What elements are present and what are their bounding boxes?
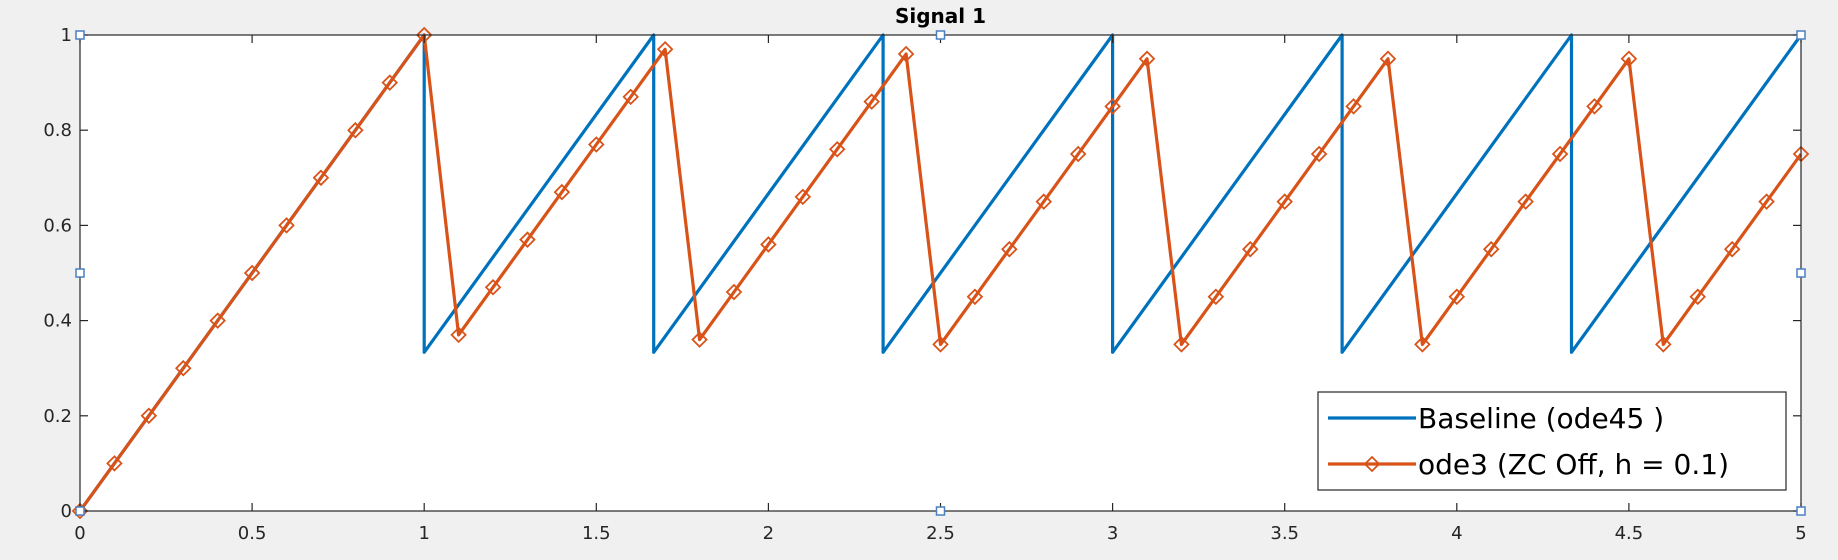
y-tick-label: 0.6: [43, 215, 72, 236]
y-tick-label: 0.8: [43, 120, 72, 141]
legend-label-ode3: ode3 (ZC Off, h = 0.1): [1418, 448, 1729, 481]
data-point-ode3: [1723, 240, 1741, 258]
data-point-ode3: [1551, 145, 1569, 163]
data-point-ode3: [1173, 336, 1190, 353]
data-point-ode3: [1069, 145, 1087, 163]
data-point-ode3: [484, 279, 502, 296]
x-tick-label: 3.5: [1270, 523, 1299, 544]
y-tick-label: 1: [61, 25, 72, 46]
data-point-ode3: [1242, 240, 1259, 258]
data-point-ode3: [519, 231, 536, 248]
data-point-ode3: [1138, 50, 1156, 68]
data-point-ode3: [691, 331, 708, 348]
x-tick-label: 2.5: [926, 523, 955, 544]
data-point-ode3: [278, 217, 295, 234]
data-point-ode3: [932, 336, 949, 353]
x-tick-label: 4: [1451, 523, 1462, 544]
y-tick-label: 0.2: [43, 406, 72, 427]
data-point-ode3: [347, 121, 364, 139]
data-point-ode3: [828, 140, 846, 158]
data-point-ode3: [1207, 288, 1225, 306]
data-point-ode3: [1689, 288, 1707, 306]
x-tick-label: 5: [1795, 523, 1806, 544]
selection-handle[interactable]: [75, 30, 85, 40]
data-point-ode3: [1001, 240, 1018, 258]
data-point-ode3: [1620, 50, 1638, 68]
series-line-baseline: [78, 33, 1803, 512]
data-point-ode3: [1379, 50, 1397, 68]
legend[interactable]: Baseline (ode45 ) ode3 (ZC Off, h = 0.1): [1317, 391, 1787, 491]
y-tick-label: 0: [61, 501, 72, 522]
x-tick-label: 1: [418, 523, 429, 544]
data-point-ode3: [174, 359, 192, 377]
data-point-ode3: [1655, 336, 1672, 353]
series-line-ode3: [78, 33, 1803, 512]
data-point-ode3: [553, 183, 571, 201]
data-point-ode3: [1448, 288, 1466, 306]
data-point-ode3: [897, 45, 915, 63]
selection-handle[interactable]: [75, 506, 85, 516]
data-point-ode3: [1758, 193, 1775, 210]
data-point-ode3: [1104, 98, 1121, 115]
data-point-ode3: [312, 169, 330, 187]
data-point-ode3: [1482, 240, 1500, 258]
series-layer: [71, 26, 1810, 520]
x-tick-label: 2: [763, 523, 774, 544]
data-point-ode3: [622, 88, 639, 106]
legend-box: [1317, 391, 1787, 491]
x-axis: 0 0.5 1 1.5 2 2.5 3 3.5 4 4.5 5: [74, 35, 1807, 544]
data-point-ode3: [1035, 193, 1053, 210]
data-point-ode3: [140, 407, 158, 425]
data-point-ode3: [106, 455, 123, 472]
x-tick-label: 1.5: [582, 523, 611, 544]
selection-handles[interactable]: [75, 30, 1806, 516]
selection-handle[interactable]: [935, 506, 946, 516]
selection-handle[interactable]: [1796, 30, 1806, 40]
x-tick-label: 3: [1107, 523, 1118, 544]
x-tick-label: 4.5: [1615, 523, 1644, 544]
x-tick-label: 0: [74, 523, 85, 544]
selection-handle[interactable]: [75, 268, 85, 278]
chart-title: Signal 1: [895, 4, 986, 28]
data-point-ode3: [656, 41, 674, 58]
data-point-ode3: [1414, 336, 1431, 353]
data-point-ode3: [450, 326, 467, 344]
data-point-ode3: [209, 312, 226, 329]
data-point-ode3: [243, 264, 261, 282]
legend-label-baseline: Baseline (ode45 ): [1418, 402, 1664, 435]
data-point-ode3: [794, 188, 812, 206]
y-axis: 0 0.2 0.4 0.6 0.8 1: [43, 25, 1801, 522]
data-point-ode3: [1517, 193, 1534, 210]
selection-handle[interactable]: [935, 30, 946, 40]
data-point-ode3: [1276, 193, 1293, 210]
data-point-ode3: [1310, 145, 1328, 163]
x-tick-label: 0.5: [238, 523, 267, 544]
selection-handle[interactable]: [1796, 506, 1806, 516]
data-point-ode3: [588, 136, 605, 153]
data-point-ode3: [863, 93, 880, 110]
data-point-ode3: [1586, 98, 1603, 115]
data-point-ode3: [760, 236, 777, 253]
y-tick-label: 0.4: [43, 311, 72, 332]
data-point-ode3: [381, 74, 399, 91]
data-point-ode3: [966, 288, 984, 306]
legend-marker-ode3: [1363, 455, 1381, 473]
data-point-ode3: [1345, 98, 1362, 115]
data-point-ode3: [725, 283, 743, 301]
legend-diamond-icon: [1363, 455, 1381, 473]
selection-handle[interactable]: [1796, 268, 1806, 278]
